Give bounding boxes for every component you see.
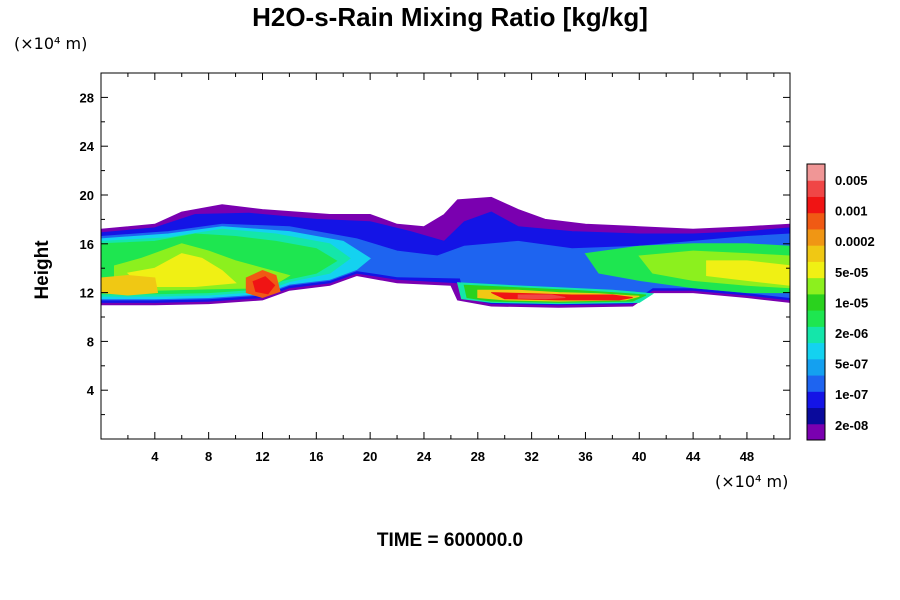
colorbar-label: 1e-07 bbox=[835, 387, 868, 402]
colorbar-swatch bbox=[807, 423, 825, 441]
x-unit-label: (×10⁴ m) bbox=[715, 472, 789, 491]
y-tick-label: 8 bbox=[87, 334, 94, 349]
x-tick-label: 32 bbox=[524, 449, 538, 464]
x-tick-label: 40 bbox=[632, 449, 646, 464]
y-tick-label: 24 bbox=[80, 139, 95, 154]
colorbar-label: 2e-06 bbox=[835, 326, 868, 341]
x-tick-label: 8 bbox=[205, 449, 212, 464]
colorbar-swatch bbox=[807, 180, 825, 197]
contour-region-8 bbox=[101, 274, 159, 296]
colorbar-swatch bbox=[807, 358, 825, 376]
contour-field bbox=[101, 196, 790, 308]
plot-frame bbox=[100, 72, 791, 440]
colorbar-frame bbox=[806, 163, 826, 441]
colorbar-label: 0.005 bbox=[835, 173, 868, 188]
colorbar-swatch bbox=[807, 407, 825, 425]
colorbar-label: 0.001 bbox=[835, 204, 868, 219]
y-tick-label: 16 bbox=[80, 237, 94, 252]
colorbar-label: 0.0002 bbox=[835, 234, 875, 249]
colorbar-label: 1e-05 bbox=[835, 295, 868, 310]
contour-region-13 bbox=[706, 260, 790, 286]
x-tick-label: 24 bbox=[417, 449, 432, 464]
y-tick-label: 28 bbox=[80, 90, 94, 105]
colorbar-label: 5e-05 bbox=[835, 265, 868, 280]
colorbar-swatch bbox=[807, 196, 825, 214]
x-tick-label: 12 bbox=[255, 449, 269, 464]
y-unit-label: (×10⁴ m) bbox=[14, 34, 88, 53]
y-tick-label: 12 bbox=[80, 286, 94, 301]
x-tick-label: 16 bbox=[309, 449, 323, 464]
colorbar-swatch bbox=[807, 164, 825, 181]
colorbar-swatch bbox=[807, 326, 825, 344]
x-tick-label: 44 bbox=[686, 449, 701, 464]
contour-region-18 bbox=[517, 294, 566, 300]
colorbar-swatch bbox=[807, 342, 825, 360]
chart-title: H2O-s-Rain Mixing Ratio [kg/kg] bbox=[252, 2, 648, 32]
colorbar-swatch bbox=[807, 310, 825, 327]
colorbar: 0.005 0.001 0.0002 5e-05 1e-05 2e-06 5e-07 1e-0… bbox=[806, 163, 875, 441]
x-tick-label: 4 bbox=[151, 449, 159, 464]
y-tick-label: 20 bbox=[80, 188, 94, 203]
colorbar-swatch bbox=[807, 375, 825, 392]
colorbar-swatch bbox=[807, 293, 825, 311]
colorbar-swatch bbox=[807, 277, 825, 295]
colorbar-label: 5e-07 bbox=[835, 357, 868, 372]
x-tick-label: 20 bbox=[363, 449, 377, 464]
x-tick-label: 36 bbox=[578, 449, 592, 464]
colorbar-label: 2e-08 bbox=[835, 418, 868, 433]
colorbar-swatch bbox=[807, 212, 825, 230]
colorbar-swatch bbox=[807, 245, 825, 262]
x-tick-label: 48 bbox=[740, 449, 754, 464]
colorbar-swatch bbox=[807, 228, 825, 246]
y-tick-label: 4 bbox=[87, 383, 95, 398]
colorbar-swatch bbox=[807, 261, 825, 279]
colorbar-swatch bbox=[807, 391, 825, 409]
time-footer: TIME = 600000.0 bbox=[376, 530, 524, 551]
x-tick-label: 28 bbox=[471, 449, 485, 464]
contour-region-10 bbox=[252, 276, 276, 295]
